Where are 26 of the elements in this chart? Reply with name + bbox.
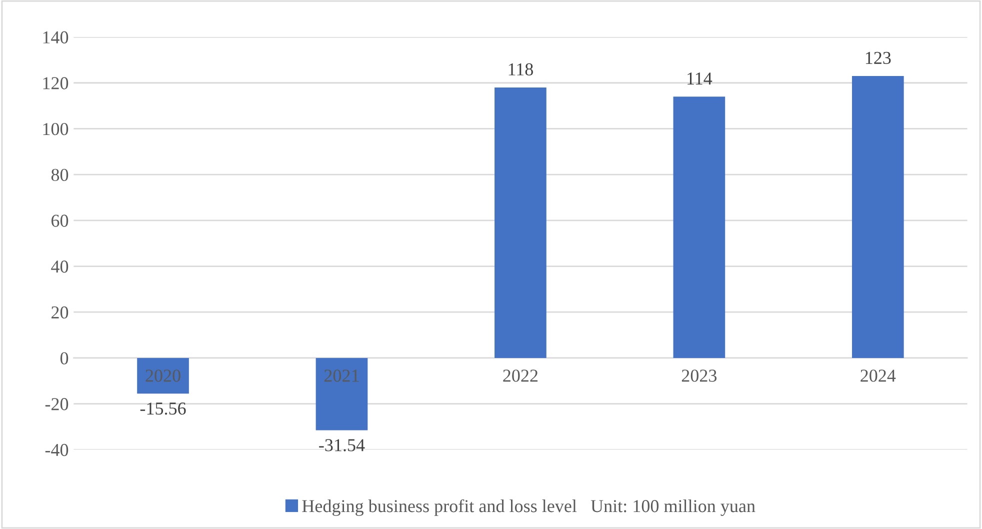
bar (137, 358, 189, 394)
data-label: -31.54 (319, 439, 365, 452)
bar (852, 76, 904, 358)
y-tick-label: 80 (51, 168, 68, 182)
data-label: -15.56 (140, 402, 186, 415)
y-tick-label: 40 (51, 260, 68, 273)
y-tick-label: 20 (52, 306, 68, 319)
x-tick-label: 2021 (324, 370, 359, 382)
data-label: 114 (688, 72, 712, 84)
data-label: 118 (508, 63, 533, 76)
legend-label: Hedging business profit and loss level Unit: 100 million yuan (302, 499, 756, 516)
y-tick-label: 60 (52, 214, 68, 227)
data-label: 123 (866, 52, 891, 64)
x-tick-label: 2023 (682, 370, 717, 382)
bar (316, 358, 368, 430)
bar (494, 87, 546, 358)
x-tick-label: 2022 (503, 370, 538, 382)
x-tick-label: 2020 (146, 370, 180, 382)
y-tick-label: 140 (43, 31, 68, 44)
y-tick-label: 120 (43, 77, 68, 90)
y-tick-label: -40 (45, 444, 68, 456)
bar (673, 96, 726, 358)
y-tick-label: 0 (60, 352, 68, 364)
y-tick-label: -20 (45, 398, 68, 410)
x-tick-label: 2024 (860, 370, 896, 382)
y-tick-label: 100 (43, 122, 68, 136)
